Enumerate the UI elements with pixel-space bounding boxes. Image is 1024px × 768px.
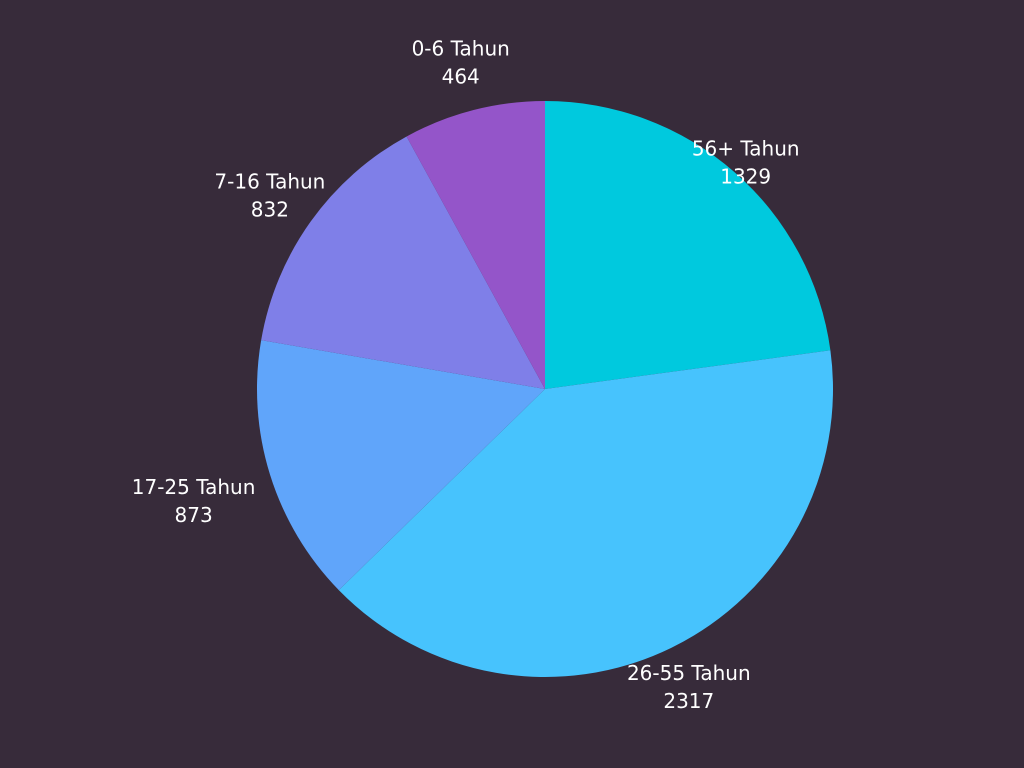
slice-value-label: 873 xyxy=(175,503,213,527)
slice-value-label: 1329 xyxy=(720,164,771,188)
slice-category-label: 7-16 Tahun xyxy=(214,170,325,194)
slice-category-label: 26-55 Tahun xyxy=(627,661,751,685)
slice-value-label: 464 xyxy=(442,65,480,89)
pie-slices xyxy=(256,100,834,678)
pie-slice-26-55-tahun xyxy=(338,350,834,678)
slice-category-label: 17-25 Tahun xyxy=(132,475,256,499)
slice-category-label: 0-6 Tahun xyxy=(412,37,510,61)
pie-slice-56-tahun xyxy=(545,101,831,389)
pie-labels: 56+ Tahun 1329 26-55 Tahun 2317 17-25 Tahun 8… xyxy=(132,37,800,713)
slice-value-label: 2317 xyxy=(663,689,714,713)
pie-slice-0-6-tahun xyxy=(406,100,545,389)
slice-category-label: 56+ Tahun xyxy=(692,136,800,160)
pie-slice-17-25-tahun xyxy=(256,340,545,591)
pie-slice-7-16-tahun xyxy=(261,136,545,389)
slice-value-label: 832 xyxy=(251,198,289,222)
